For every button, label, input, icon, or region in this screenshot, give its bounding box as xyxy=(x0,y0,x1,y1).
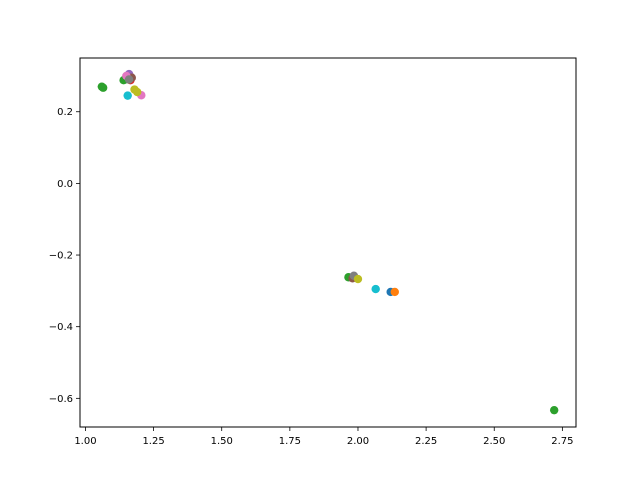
x-tick-label: 2.50 xyxy=(483,436,505,447)
scatter-point xyxy=(123,91,132,100)
scatter-point xyxy=(390,287,399,297)
y-tick-label: −0.4 xyxy=(49,322,73,333)
scatter-point xyxy=(549,405,559,415)
x-tick-label: 1.75 xyxy=(279,436,301,447)
x-tick-label: 1.25 xyxy=(142,436,164,447)
y-tick-label: −0.6 xyxy=(49,394,73,405)
x-tick-label: 1.00 xyxy=(74,436,96,447)
y-tick-label: 0.0 xyxy=(57,179,73,190)
y-tick-label: −0.2 xyxy=(49,251,73,262)
y-tick-label: 0.2 xyxy=(57,107,73,118)
scatter-point xyxy=(133,87,142,97)
plot-frame xyxy=(79,57,577,428)
scatter-point xyxy=(371,284,380,294)
scatter-point xyxy=(98,83,108,92)
x-tick-label: 2.00 xyxy=(347,436,369,447)
x-tick-label: 1.50 xyxy=(211,436,233,447)
scatter-series xyxy=(130,85,363,284)
x-tick-label: 2.75 xyxy=(551,436,573,447)
points-layer xyxy=(97,69,559,415)
x-tick-label: 2.25 xyxy=(415,436,437,447)
axes-layer: 1.00 1.25 1.50 1.75 2.00 2.25 2.50 2.75 0.2 0.0 −0… xyxy=(49,107,574,447)
scatter-point xyxy=(124,75,134,84)
scatter-point xyxy=(353,274,363,284)
scatter-series xyxy=(124,75,359,281)
scatter-series xyxy=(123,91,380,294)
